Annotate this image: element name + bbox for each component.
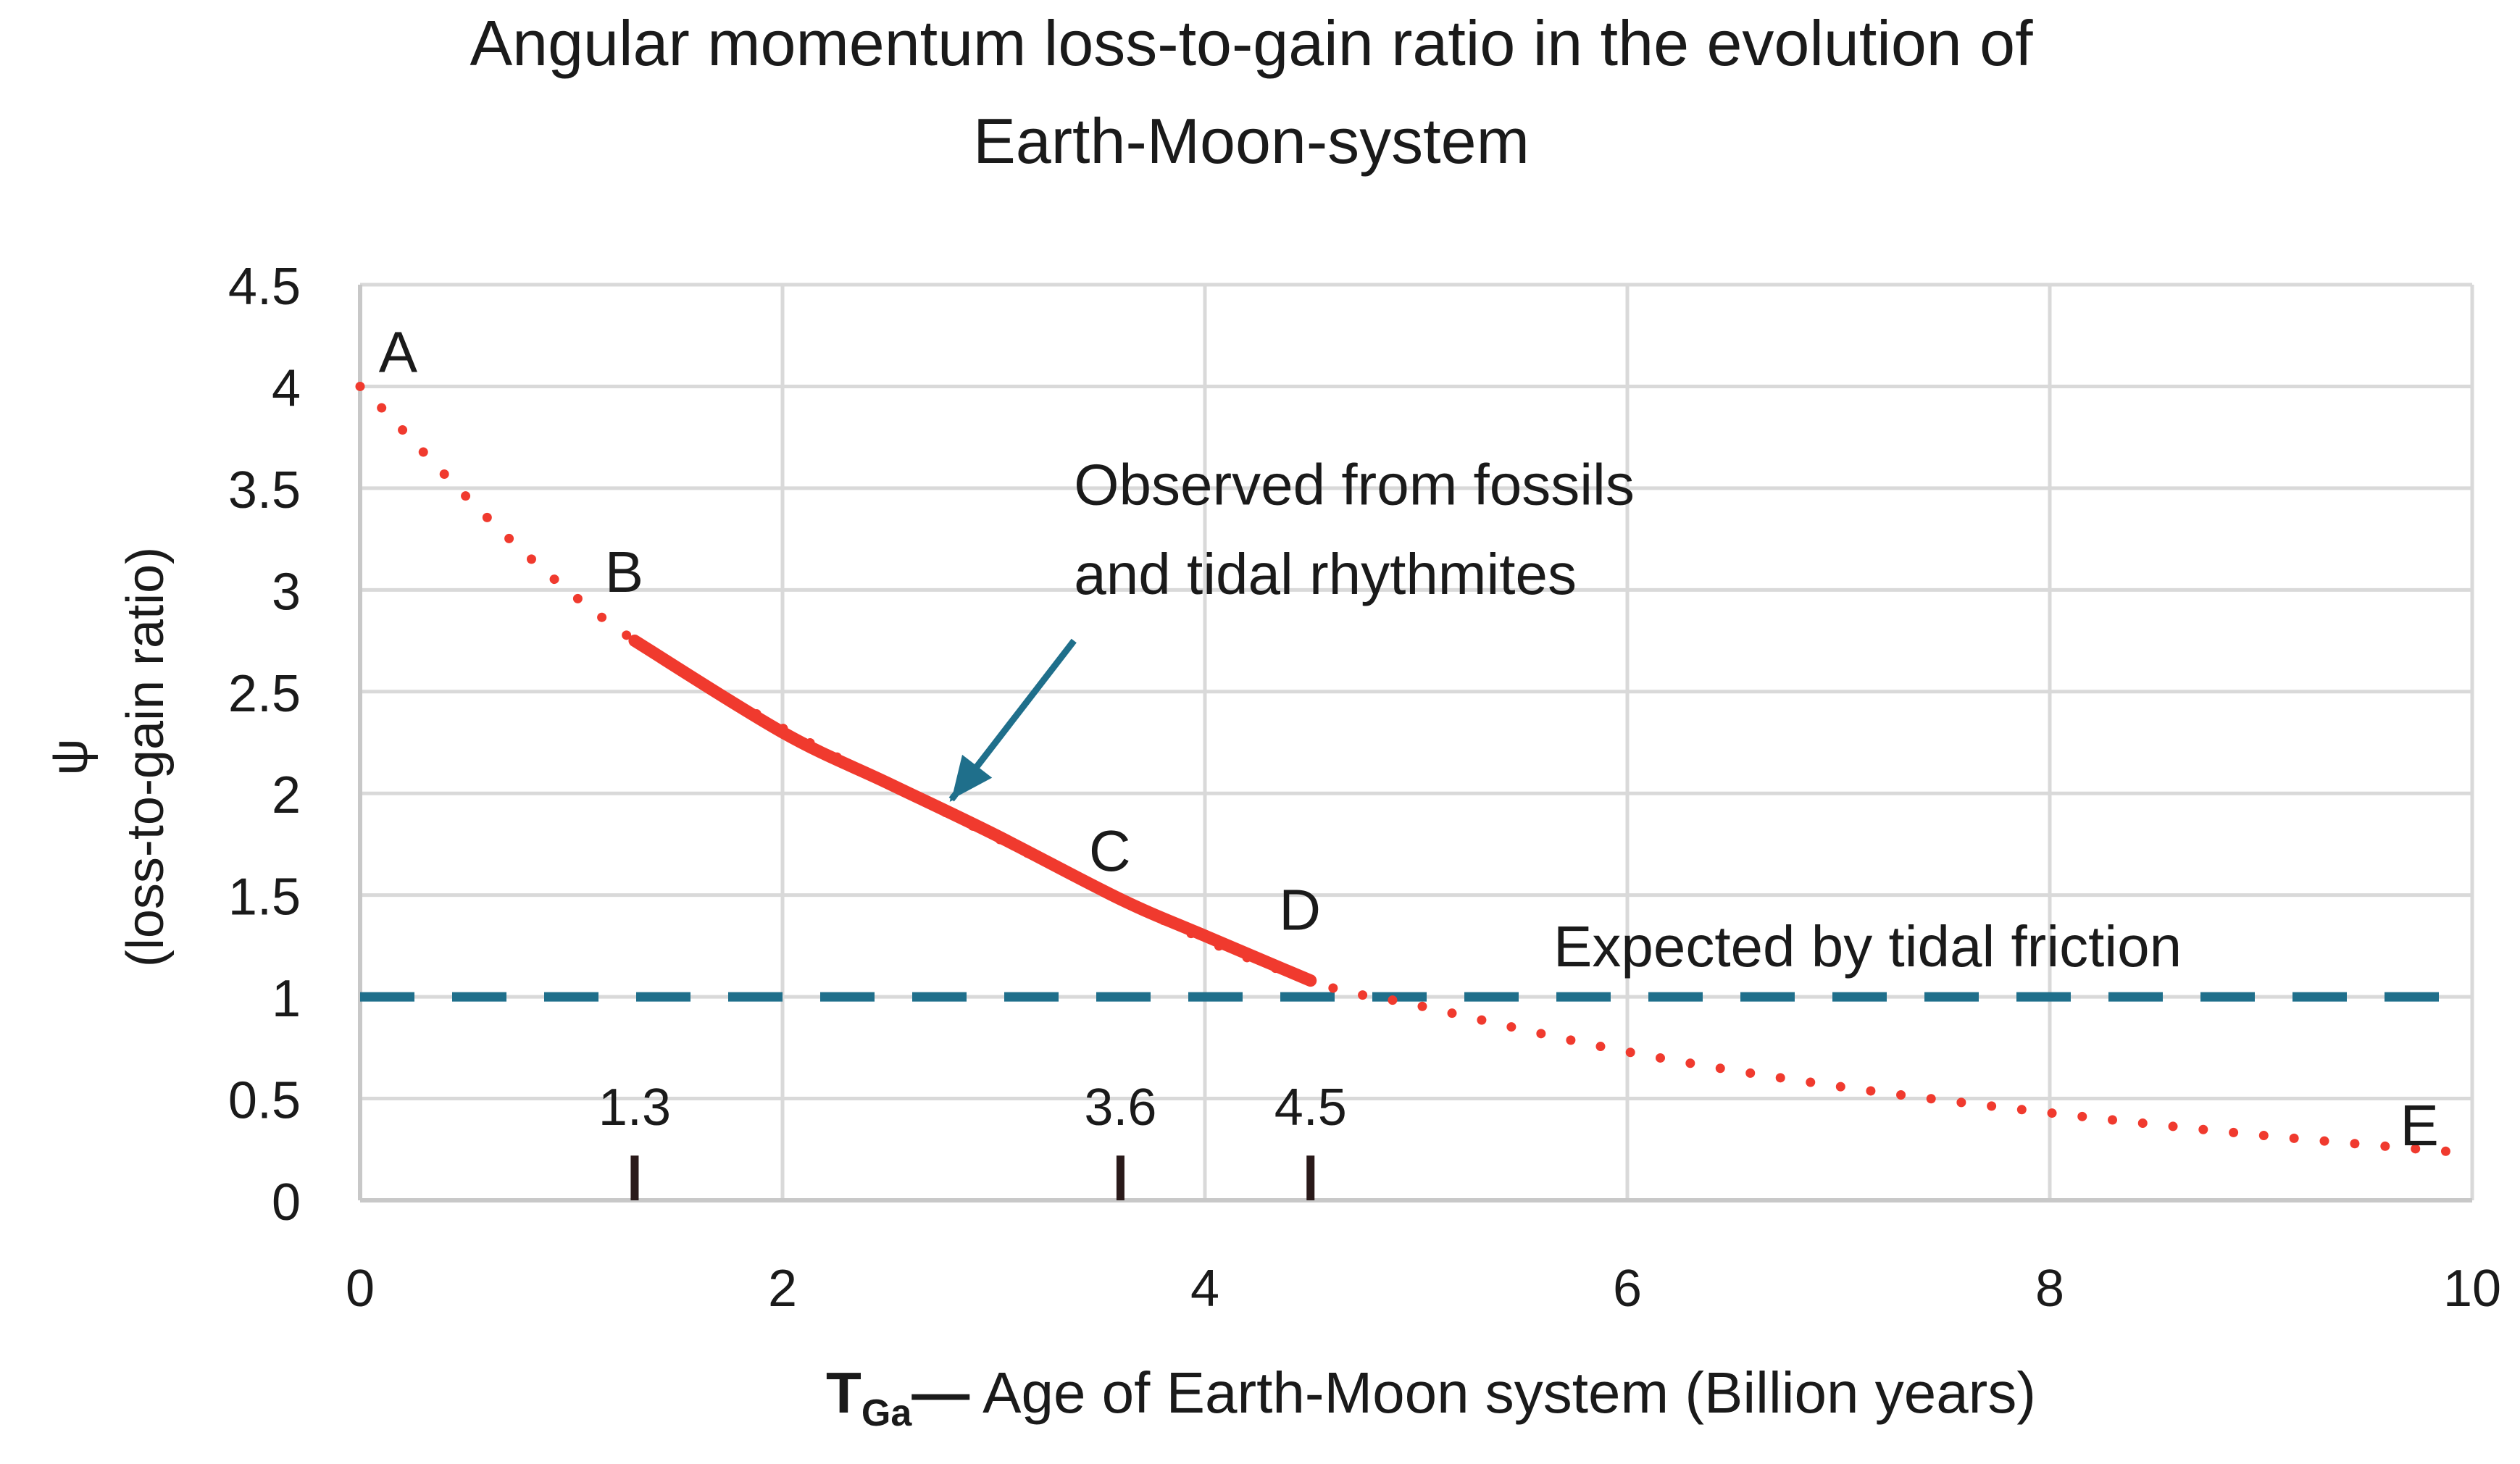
y-tick-label: 1	[272, 970, 301, 1028]
annotation-arrowhead	[951, 754, 993, 800]
x-tick-label: 8	[2035, 1260, 2064, 1318]
age-markers: 1.3 3.6 4.5	[598, 1079, 1347, 1200]
annotation-text: Observed from fossils	[1074, 452, 1635, 516]
axes	[358, 285, 2472, 1202]
annotation-text: Expected by tidal friction	[1553, 914, 2182, 979]
point-label: C	[1089, 819, 1131, 883]
point-label: B	[605, 540, 643, 604]
observed-solid-curve	[628, 635, 1317, 987]
x-tick-label: 6	[1613, 1260, 1642, 1318]
point-label: E	[2400, 1093, 2438, 1158]
point-label: D	[1279, 877, 1321, 942]
x-axis-label-t: T	[826, 1360, 861, 1425]
y-tick-label: 4	[272, 359, 301, 417]
chart-title-line-1: Angular momentum loss-to-gain ratio in t…	[470, 7, 2033, 79]
annotation-text: and tidal rhythmites	[1074, 542, 1577, 606]
y-tick-label: 2	[272, 766, 301, 824]
age-marker-label: 4.5	[1274, 1079, 1347, 1137]
y-tick-label: 3.5	[228, 461, 301, 519]
y-axis-symbol: ψ	[41, 738, 99, 775]
x-axis-label-subscript: Ga	[861, 1392, 912, 1434]
age-marker-label: 3.6	[1084, 1079, 1156, 1137]
x-axis-label-dash: —	[911, 1360, 969, 1425]
x-tick-label: 0	[346, 1260, 375, 1318]
x-tick-label: 10	[2443, 1260, 2501, 1318]
data-series	[355, 381, 2477, 1158]
y-tick-label: 4.5	[228, 258, 301, 316]
point-labels: A B C D E	[379, 320, 2439, 1158]
y-tick-label: 1.5	[228, 869, 301, 926]
x-axis-label: TGa— Age of Earth-Moon system (Billion y…	[826, 1360, 2036, 1434]
annotations: Observed from fossils and tidal rhythmite…	[948, 452, 2182, 979]
y-tick-label: 0	[272, 1174, 301, 1231]
x-tick-label: 4	[1190, 1260, 1219, 1318]
y-tick-label: 2.5	[228, 665, 301, 723]
chart-title-line-2: Earth-Moon-system	[973, 105, 1530, 177]
y-axis-label: (loss-to-gain ratio)	[117, 547, 175, 967]
y-tick-label: 3	[272, 563, 301, 621]
x-axis-label-text: Age of Earth-Moon system (Billion years)	[969, 1360, 2036, 1425]
tick-labels: 0 0.5 1 1.5 2 2.5 3 3.5 4 4.5 0 2 4 6 8 10	[228, 258, 2501, 1318]
gridlines	[360, 283, 2474, 1200]
y-tick-label: 0.5	[228, 1072, 301, 1130]
age-marker-label: 1.3	[598, 1079, 671, 1137]
point-label: A	[379, 320, 418, 385]
x-tick-label: 2	[768, 1260, 797, 1318]
